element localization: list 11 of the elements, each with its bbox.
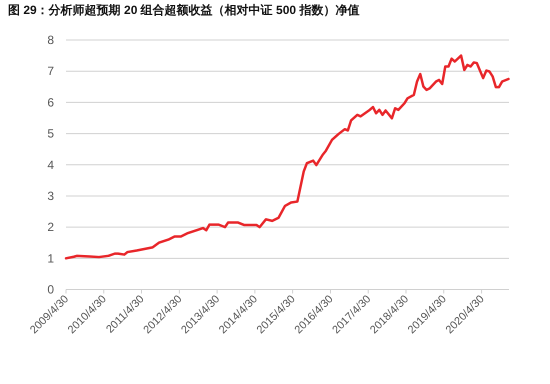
y-tick-label: 7 [47, 64, 54, 78]
y-tick-label: 6 [47, 95, 54, 110]
y-tick-label: 4 [47, 158, 54, 172]
chart-title: 图 29：分析师超预期 20 组合超额收益（相对中证 500 指数）净值 [8, 3, 360, 17]
y-tick-label: 3 [47, 188, 54, 203]
y-tick-label: 2 [47, 220, 54, 234]
y-tick-label: 8 [47, 33, 54, 47]
y-tick-label: 5 [47, 126, 54, 141]
y-tick-label: 0 [47, 282, 54, 296]
line-series [64, 54, 510, 260]
y-tick-label: 1 [47, 251, 54, 266]
